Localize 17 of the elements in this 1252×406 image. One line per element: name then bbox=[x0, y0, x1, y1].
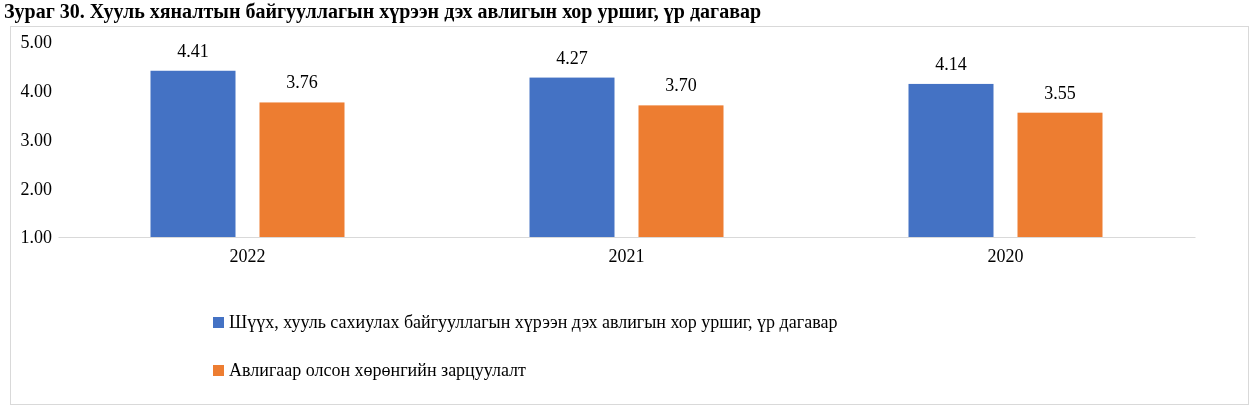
text: 4.27 bbox=[556, 47, 588, 68]
y-tick-label: 1.00 bbox=[20, 227, 52, 248]
y-tick-label: 3.00 bbox=[20, 129, 52, 150]
text: 3.70 bbox=[665, 75, 697, 96]
y-tick-label: 2.00 bbox=[20, 178, 52, 199]
text: 4.41 bbox=[177, 40, 209, 61]
chart-title: Зураг 30. Хууль хяналтын байгууллагын хүрээн дэх авлигын хор уршиг, үр дагавар bbox=[4, 0, 762, 23]
y-tick-label: 5.00 bbox=[20, 32, 52, 53]
x-tick-label: 2021 bbox=[608, 245, 645, 266]
x-tick-label: 2020 bbox=[987, 245, 1024, 266]
y-tick-label: 4.00 bbox=[20, 81, 52, 102]
text: 4.14 bbox=[935, 53, 967, 74]
legend-label: Авлигаар олсон хөрөнгийн зарцуулалт bbox=[229, 360, 527, 380]
legend-label: Шүүх, хууль сахиулах байгууллагын хүрээн дэх авлигын хор уршиг, үр дагавар bbox=[229, 312, 838, 332]
x-tick-label: 2022 bbox=[229, 245, 266, 266]
text: 3.55 bbox=[1044, 82, 1076, 103]
text: 3.76 bbox=[286, 72, 318, 93]
